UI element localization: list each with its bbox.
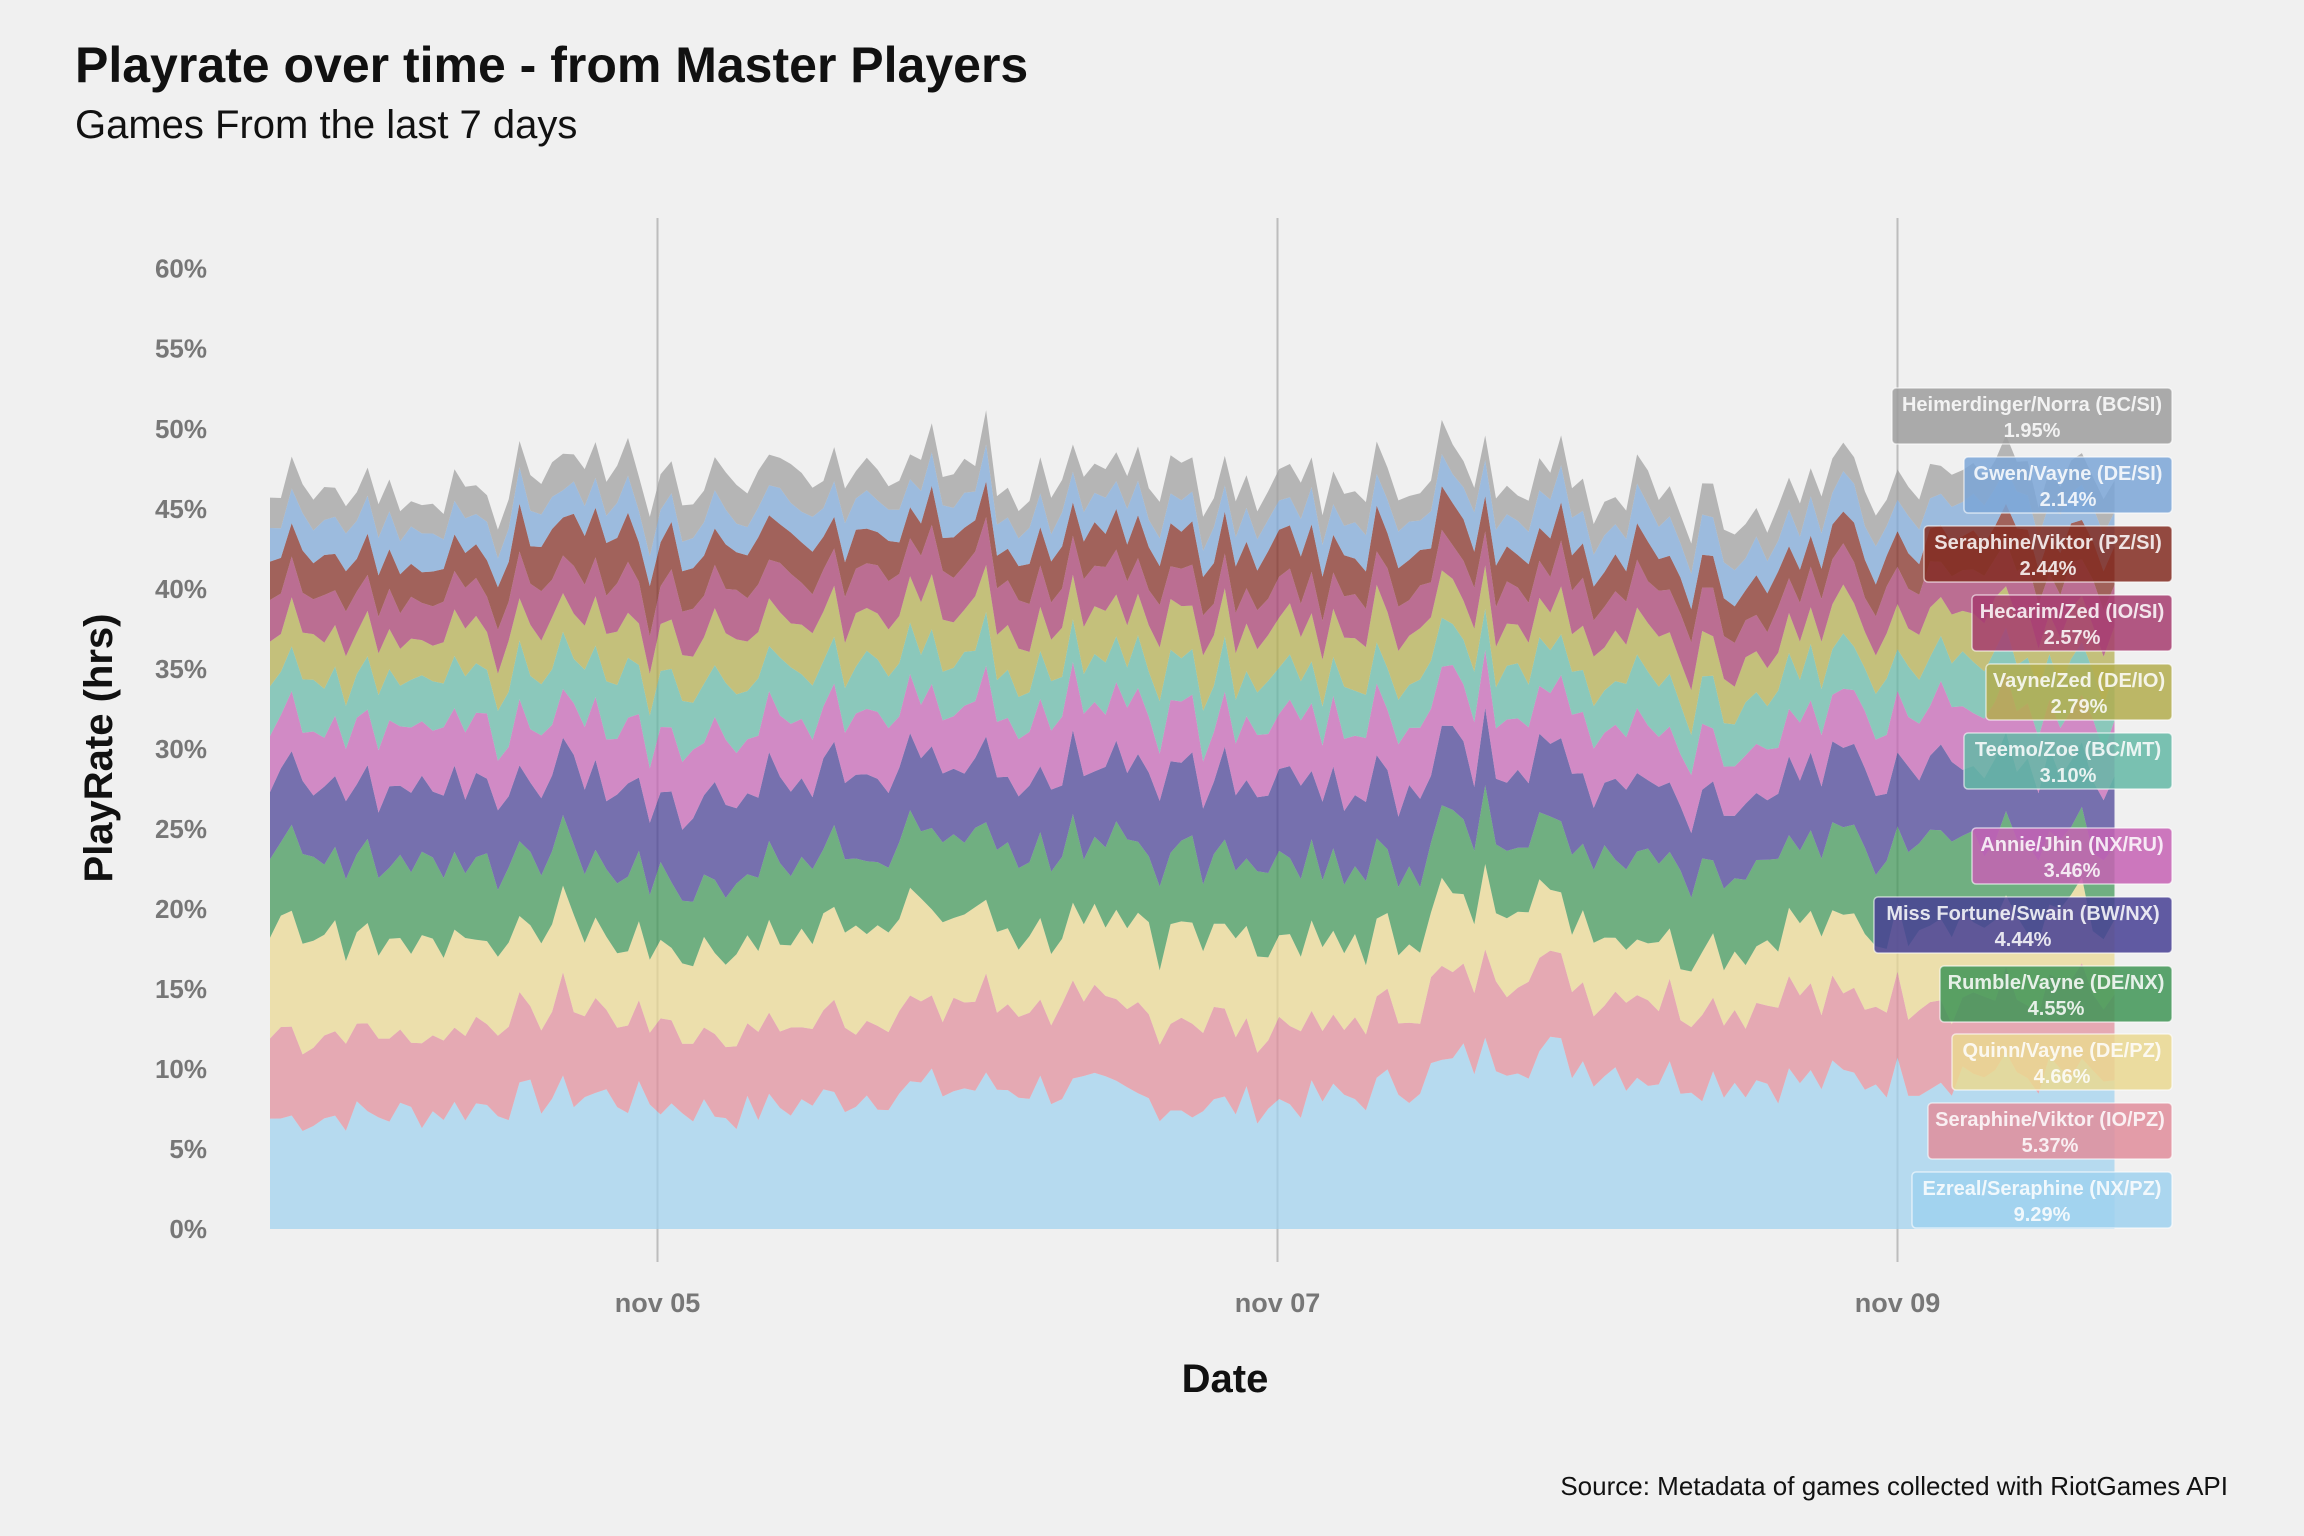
area-series-4 — [270, 707, 2115, 902]
y-axis-label: PlayRate (hrs) — [77, 614, 121, 883]
area-series-11 — [270, 410, 2115, 574]
series-label-value-8: 2.57% — [2044, 627, 2101, 649]
y-tick-label-11: 55% — [155, 334, 207, 364]
y-tick-label-4: 20% — [155, 894, 207, 924]
y-tick-label-3: 15% — [155, 974, 207, 1004]
series-label-box-4 — [1873, 896, 2173, 954]
area-series-group — [270, 410, 2115, 1229]
chart-caption: Source: Metadata of games collected with… — [1560, 1471, 2228, 1501]
series-label-value-2: 4.66% — [2034, 1066, 2091, 1088]
series-label-box-9 — [1923, 525, 2173, 583]
y-tick-label-0: 0% — [169, 1214, 207, 1244]
area-series-1 — [270, 949, 2115, 1131]
series-label-name-1: Seraphine/Viktor (IO/PZ) — [1935, 1109, 2165, 1131]
series-label-value-0: 9.29% — [2014, 1204, 2071, 1226]
area-series-8 — [270, 517, 2115, 691]
series-label-box-7 — [1985, 663, 2173, 721]
area-series-0 — [270, 1036, 2115, 1229]
series-label-box-11 — [1891, 387, 2173, 445]
y-tick-label-5: 25% — [155, 814, 207, 844]
series-label-value-6: 3.10% — [2040, 765, 2097, 787]
series-label-9: Seraphine/Viktor (PZ/SI) 2.44% — [1923, 525, 2173, 583]
y-tick-label-2: 10% — [155, 1054, 207, 1084]
y-tick-label-6: 30% — [155, 734, 207, 764]
series-label-name-4: Miss Fortune/Swain (BW/NX) — [1886, 903, 2159, 925]
x-axis-label: Date — [1182, 1357, 1269, 1401]
series-label-8: Hecarim/Zed (IO/SI) 2.57% — [1971, 594, 2173, 652]
series-label-box-10 — [1963, 456, 2173, 514]
series-label-name-7: Vayne/Zed (DE/IO) — [1993, 670, 2165, 692]
series-label-3: Rumble/Vayne (DE/NX) 4.55% — [1939, 965, 2173, 1023]
series-label-value-4: 4.44% — [1995, 929, 2052, 951]
y-tick-label-9: 45% — [155, 494, 207, 524]
series-label-box-6 — [1963, 732, 2173, 790]
series-label-2: Quinn/Vayne (DE/PZ) 4.66% — [1951, 1033, 2173, 1091]
series-label-name-8: Hecarim/Zed (IO/SI) — [1980, 601, 2165, 623]
series-label-value-3: 4.55% — [2028, 998, 2085, 1020]
series-label-name-10: Gwen/Vayne (DE/SI) — [1974, 463, 2163, 485]
area-series-2 — [270, 864, 2115, 1055]
x-tick-label-2: nov 09 — [1855, 1288, 1941, 1318]
series-label-name-9: Seraphine/Viktor (PZ/SI) — [1934, 532, 2161, 554]
series-label-box-5 — [1971, 827, 2173, 885]
area-series-6 — [270, 608, 2115, 775]
y-tick-label-8: 40% — [155, 574, 207, 604]
series-label-name-5: Annie/Jhin (NX/RU) — [1980, 834, 2163, 856]
area-series-7 — [270, 565, 2115, 735]
series-label-1: Seraphine/Viktor (IO/PZ) 5.37% — [1927, 1102, 2173, 1160]
y-tick-label-12: 60% — [155, 254, 207, 284]
area-series-9 — [270, 481, 2115, 643]
chart-title: Playrate over time - from Master Players — [75, 37, 1028, 93]
x-tick-labels: nov 05 nov 07 nov 09 — [615, 1288, 1941, 1318]
series-label-value-5: 3.46% — [2044, 860, 2101, 882]
area-series-5 — [270, 650, 2115, 834]
y-tick-label-1: 5% — [169, 1134, 207, 1164]
series-label-name-3: Rumble/Vayne (DE/NX) — [1948, 972, 2165, 994]
series-label-4: Miss Fortune/Swain (BW/NX) 4.44% — [1873, 896, 2173, 954]
series-label-value-7: 2.79% — [2051, 696, 2108, 718]
x-tick-label-1: nov 07 — [1235, 1288, 1321, 1318]
series-label-7: Vayne/Zed (DE/IO) 2.79% — [1985, 663, 2173, 721]
y-tick-label-7: 35% — [155, 654, 207, 684]
x-tick-label-0: nov 05 — [615, 1288, 701, 1318]
series-label-0: Ezreal/Seraphine (NX/PZ) 9.29% — [1911, 1171, 2173, 1229]
series-label-name-0: Ezreal/Seraphine (NX/PZ) — [1923, 1178, 2162, 1200]
area-series-3 — [270, 785, 2115, 972]
series-label-value-10: 2.14% — [2040, 489, 2097, 511]
series-label-box-0 — [1911, 1171, 2173, 1229]
series-label-box-2 — [1951, 1033, 2173, 1091]
series-label-box-3 — [1939, 965, 2173, 1023]
series-label-value-11: 1.95% — [2004, 420, 2061, 442]
series-label-box-1 — [1927, 1102, 2173, 1160]
y-tick-label-10: 50% — [155, 414, 207, 444]
series-label-box-8 — [1971, 594, 2173, 652]
chart-subtitle: Games From the last 7 days — [75, 103, 577, 147]
area-series-10 — [270, 444, 2115, 610]
series-label-10: Gwen/Vayne (DE/SI) 2.14% — [1963, 456, 2173, 514]
series-label-name-11: Heimerdinger/Norra (BC/SI) — [1902, 394, 2162, 416]
series-label-value-9: 2.44% — [2020, 558, 2077, 580]
series-label-value-1: 5.37% — [2022, 1135, 2079, 1157]
series-label-name-2: Quinn/Vayne (DE/PZ) — [1963, 1040, 2162, 1062]
series-end-labels: Ezreal/Seraphine (NX/PZ) 9.29% Seraphine/V… — [1873, 387, 2173, 1229]
series-label-11: Heimerdinger/Norra (BC/SI) 1.95% — [1891, 387, 2173, 445]
series-label-6: Teemo/Zoe (BC/MT) 3.10% — [1963, 732, 2173, 790]
series-label-5: Annie/Jhin (NX/RU) 3.46% — [1971, 827, 2173, 885]
series-label-name-6: Teemo/Zoe (BC/MT) — [1975, 739, 2161, 761]
y-tick-labels: 0% 5% 10% 15% 20% 25% 30% 35% 40% 45% 50% 55% 60% — [155, 254, 207, 1244]
